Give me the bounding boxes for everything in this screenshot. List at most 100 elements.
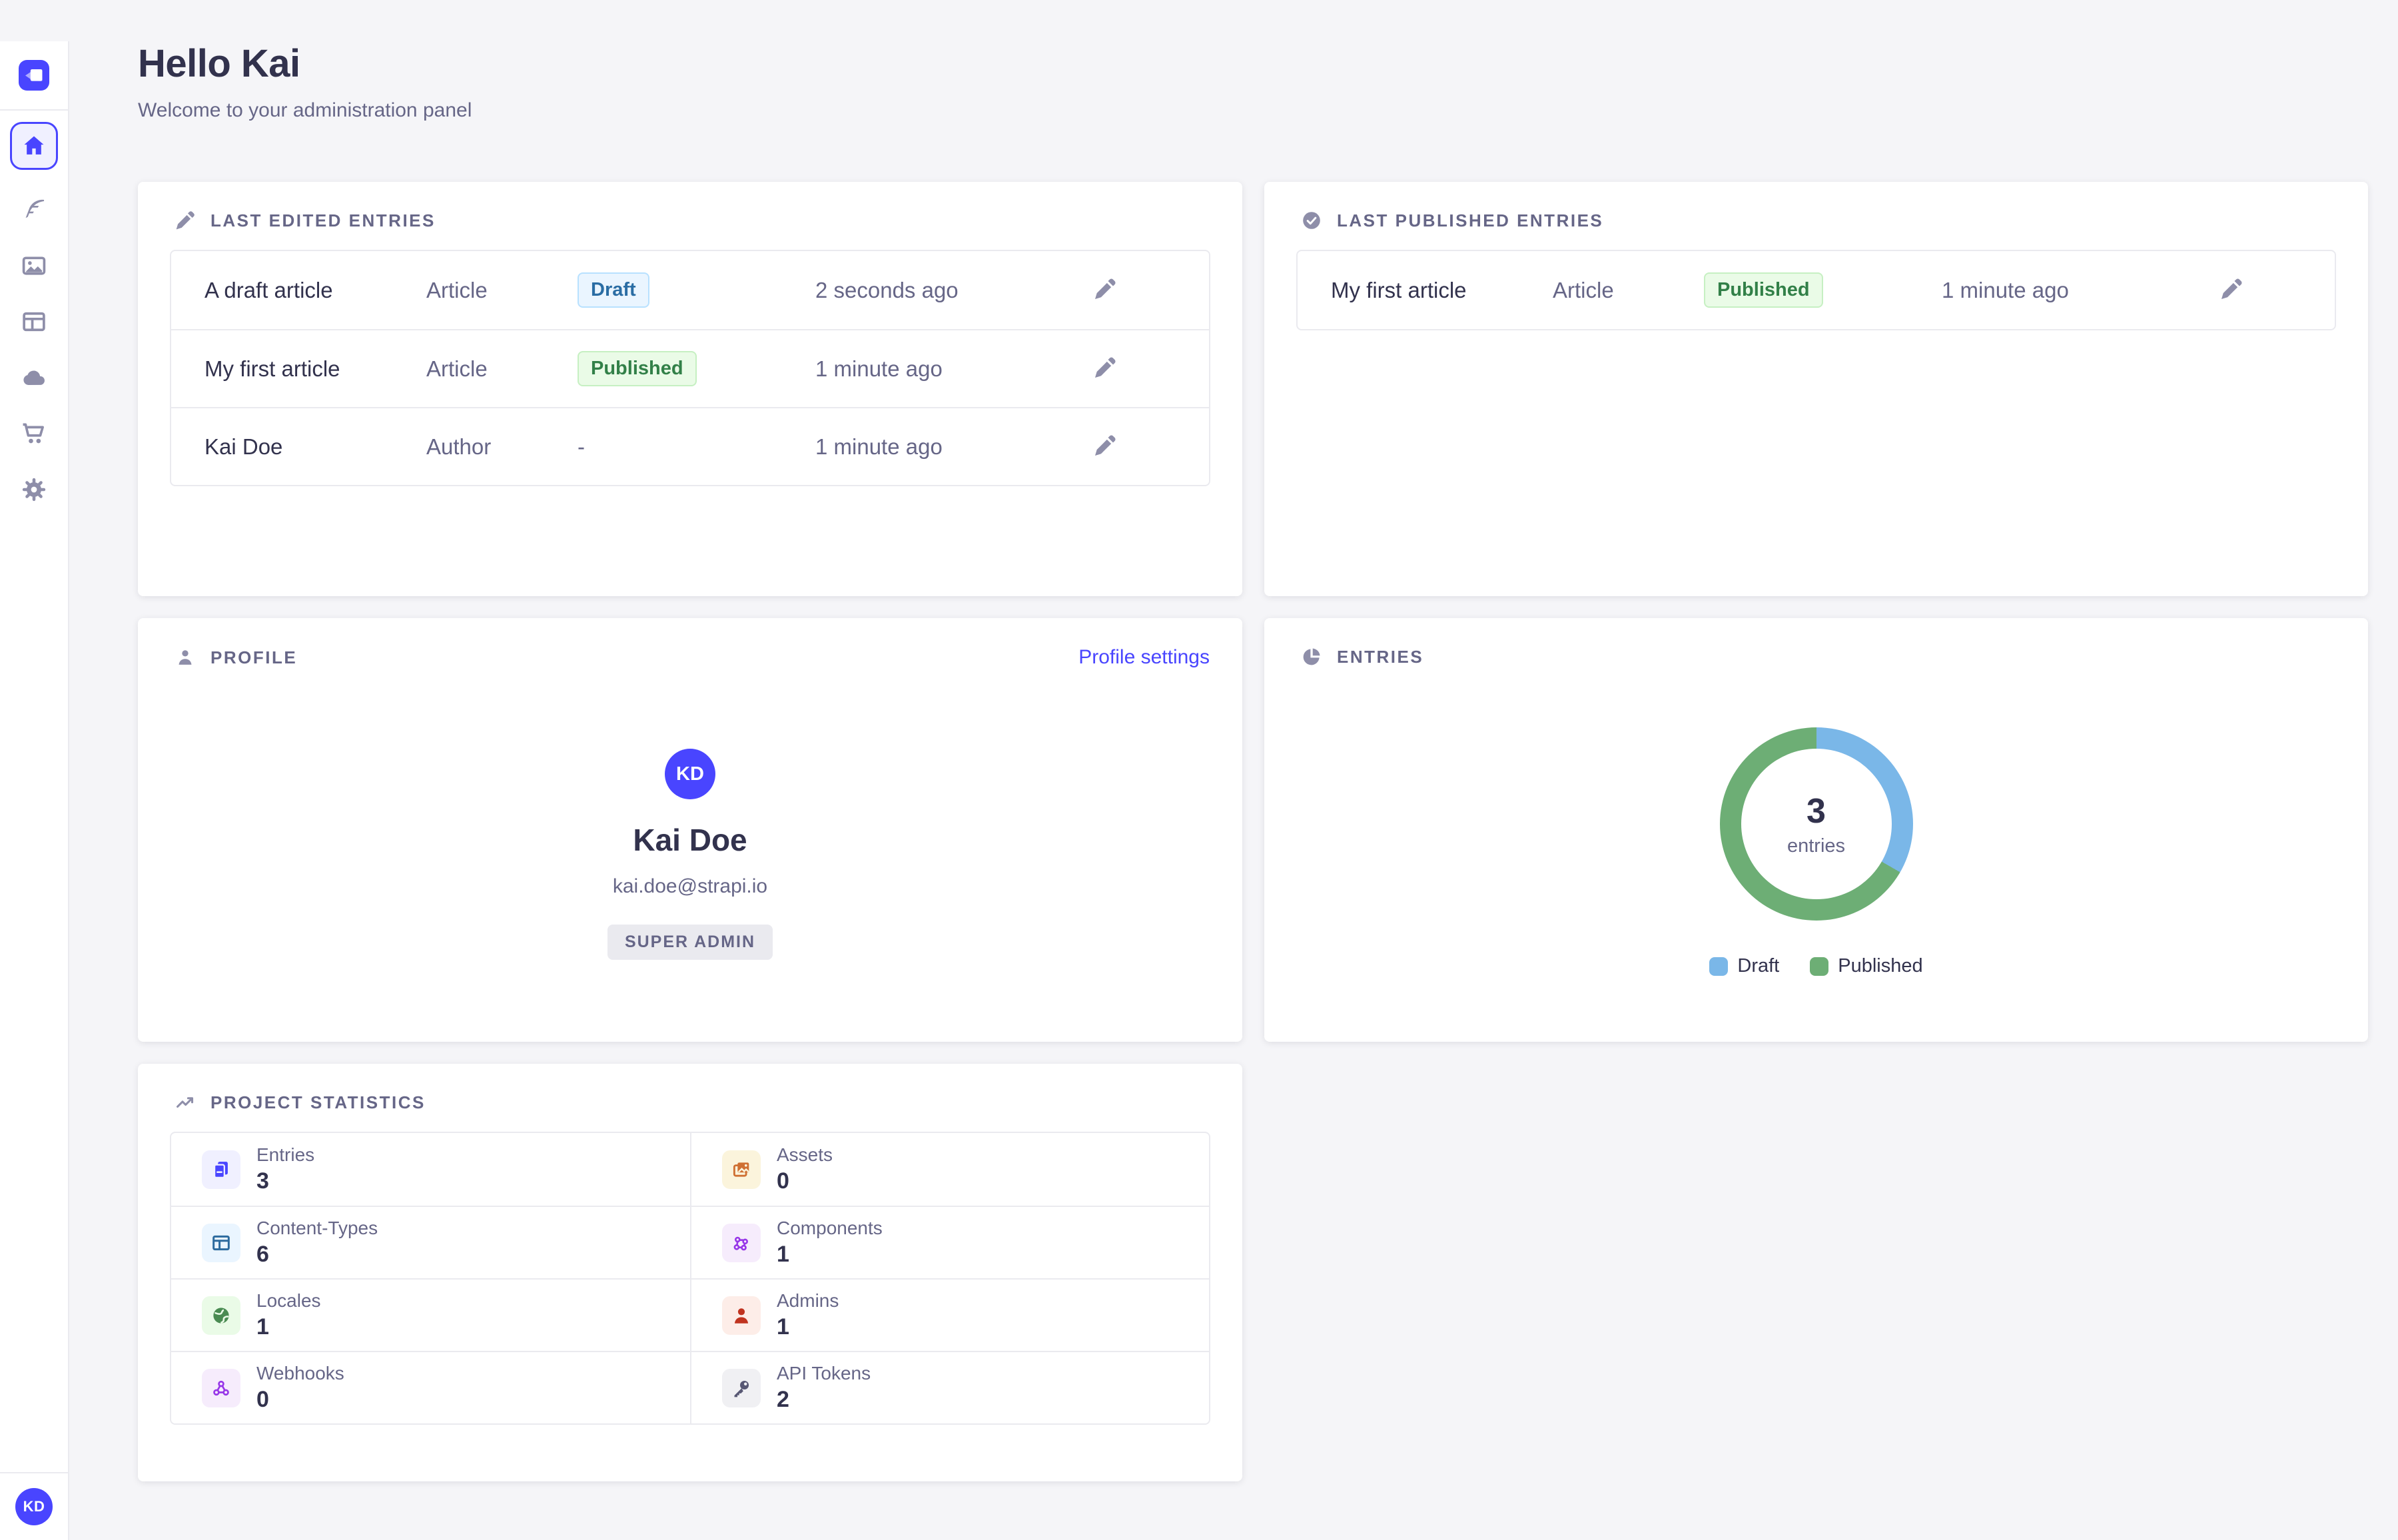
stat-content-types: Content-Types 6	[171, 1206, 690, 1278]
draft-color-chip	[1709, 957, 1729, 976]
key-icon	[722, 1368, 761, 1407]
legend-label: Draft	[1737, 955, 1780, 976]
person-icon	[722, 1296, 761, 1335]
chart-legend: Draft Published	[1709, 955, 1923, 977]
stat-admins: Admins 1	[690, 1278, 1209, 1351]
entry-type: Article	[426, 277, 488, 302]
entry-time: 1 minute ago	[815, 434, 943, 459]
entries-chart: 3 entries Draft Published	[1264, 667, 2368, 977]
card-title: ENTRIES	[1337, 646, 1424, 667]
trending-up-icon	[177, 1097, 194, 1108]
main-content: Hello Kai Welcome to your administration…	[71, 41, 2398, 1481]
stat-entries: Entries 3	[171, 1133, 690, 1206]
stat-locales: Locales 1	[171, 1278, 690, 1351]
documents-icon	[202, 1150, 240, 1189]
card-title: PROJECT STATISTICS	[210, 1092, 426, 1112]
card-title: PROFILE	[210, 647, 298, 667]
entry-name: Kai Doe	[204, 434, 283, 459]
sidebar-item-marketplace[interactable]	[18, 418, 50, 450]
edit-entry-button[interactable]	[1090, 276, 1120, 305]
entry-name: My first article	[204, 356, 340, 381]
entry-time: 2 seconds ago	[815, 277, 959, 302]
cart-icon	[23, 423, 44, 444]
table-row[interactable]: My first article Article Published 1 min…	[1298, 251, 2335, 329]
stat-value: 2	[777, 1387, 789, 1412]
stat-api-tokens: API Tokens 2	[690, 1351, 1209, 1423]
entry-time: 1 minute ago	[815, 356, 943, 381]
stat-label: Webhooks	[256, 1363, 344, 1383]
last-edited-entries-card: LAST EDITED ENTRIES A draft article Arti…	[138, 182, 1242, 596]
table-row[interactable]: My first article Article Published 1 min…	[171, 329, 1209, 407]
card-header: ENTRIES	[1264, 618, 2368, 667]
sidebar-footer: KD	[0, 1472, 68, 1540]
project-statistics-card: PROJECT STATISTICS Entries 3	[138, 1064, 1242, 1481]
entry-type: Article	[1553, 277, 1614, 302]
status-badge: Published	[1704, 272, 1823, 308]
nodes-icon	[722, 1223, 761, 1262]
stat-label: Components	[777, 1218, 883, 1238]
table-row[interactable]: Kai Doe Author - 1 minute ago	[171, 407, 1209, 485]
cloud-icon	[23, 370, 45, 386]
sidebar-divider	[0, 109, 69, 111]
pencil-icon	[1095, 357, 1116, 378]
user-avatar[interactable]: KD	[15, 1488, 53, 1525]
pie-chart-icon	[1303, 648, 1320, 665]
legend-label: Published	[1838, 955, 1923, 976]
card-title: LAST PUBLISHED ENTRIES	[1337, 210, 1604, 230]
pencil-icon	[176, 211, 195, 230]
sidebar-item-settings[interactable]	[18, 474, 50, 506]
card-title: LAST EDITED ENTRIES	[210, 210, 436, 230]
edit-entry-button[interactable]	[1090, 354, 1120, 384]
strapi-logo-icon	[19, 60, 49, 91]
sidebar-item-content-manager[interactable]	[18, 194, 50, 226]
entry-name: My first article	[1331, 277, 1467, 302]
role-badge: SUPER ADMIN	[607, 925, 773, 960]
stat-value: 0	[777, 1168, 789, 1194]
status-badge: -	[578, 434, 585, 459]
sidebar-item-content-type-builder[interactable]	[18, 306, 50, 338]
dashboard-grid: LAST EDITED ENTRIES A draft article Arti…	[138, 182, 2368, 1481]
table-row[interactable]: A draft article Article Draft 2 seconds …	[171, 251, 1209, 329]
strapi-logo[interactable]	[15, 60, 53, 91]
check-circle-icon	[1303, 212, 1320, 229]
pencil-icon	[1095, 435, 1116, 456]
sidebar-item-home[interactable]	[10, 122, 58, 170]
last-published-entries-card: LAST PUBLISHED ENTRIES My first article …	[1264, 182, 2368, 596]
edit-entry-button[interactable]	[1090, 432, 1120, 462]
pencil-icon	[2221, 278, 2242, 299]
donut-center: 3 entries	[1720, 727, 1913, 921]
layout-icon	[202, 1223, 240, 1262]
stat-value: 1	[256, 1314, 269, 1340]
last-published-table: My first article Article Published 1 min…	[1296, 250, 2336, 330]
card-header: LAST EDITED ENTRIES	[138, 182, 1242, 231]
donut-chart: 3 entries	[1719, 727, 1913, 921]
strapi-admin-dashboard: KD Hello Kai Welcome to your administrat…	[0, 41, 2398, 1540]
card-header: PROJECT STATISTICS	[138, 1064, 1242, 1113]
entry-type: Article	[426, 356, 488, 381]
stat-label: Assets	[777, 1144, 833, 1165]
pencil-icon	[1095, 278, 1116, 299]
profile-body: KD Kai Doe kai.doe@strapi.io SUPER ADMIN	[138, 669, 1242, 960]
edit-entry-button[interactable]	[2217, 276, 2246, 305]
legend-item-draft: Draft	[1709, 955, 1779, 977]
sidebar-item-cloud[interactable]	[18, 362, 50, 394]
published-color-chip	[1810, 957, 1829, 976]
last-edited-table: A draft article Article Draft 2 seconds …	[170, 250, 1210, 486]
picture-icon	[22, 256, 46, 275]
stat-label: Entries	[256, 1144, 315, 1165]
globe-icon	[202, 1296, 240, 1335]
stat-label: Admins	[777, 1290, 839, 1311]
statistics-table: Entries 3 Assets 0	[170, 1132, 1210, 1425]
gear-icon	[22, 478, 46, 502]
status-badge: Draft	[578, 272, 649, 308]
profile-avatar: KD	[665, 749, 715, 799]
entry-type: Author	[426, 434, 492, 459]
sidebar-nav	[0, 111, 68, 506]
sidebar-item-media-library[interactable]	[18, 250, 50, 282]
stat-label: Content-Types	[256, 1218, 378, 1238]
card-header: LAST PUBLISHED ENTRIES	[1264, 182, 2368, 231]
stat-value: 6	[256, 1242, 269, 1267]
sidebar: KD	[0, 41, 69, 1540]
profile-settings-link[interactable]: Profile settings	[1078, 646, 1210, 668]
webhook-icon	[202, 1368, 240, 1407]
